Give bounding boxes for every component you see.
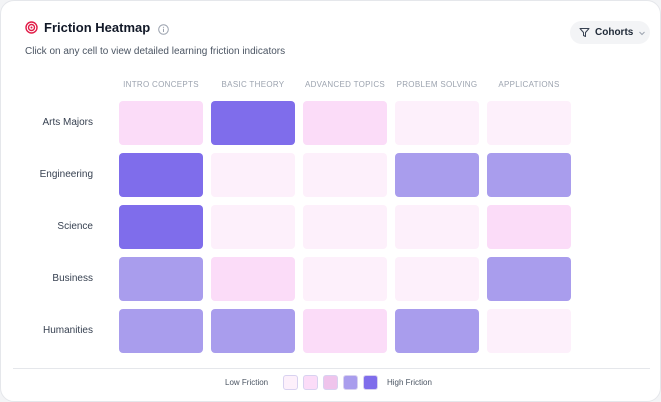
heatmap-cell[interactable]	[395, 257, 479, 301]
legend-swatch	[343, 375, 358, 390]
divider	[13, 368, 650, 369]
column-header: APPLICATIONS	[498, 80, 560, 89]
row-label: Engineering	[39, 169, 93, 180]
heatmap-cell[interactable]	[211, 101, 295, 145]
heatmap-cell[interactable]	[303, 153, 387, 197]
legend-swatch	[363, 375, 378, 390]
heatmap-cell[interactable]	[211, 309, 295, 353]
heatmap-cell[interactable]	[303, 309, 387, 353]
target-icon	[25, 21, 38, 34]
heatmap-cell[interactable]	[211, 153, 295, 197]
heatmap-cell[interactable]	[395, 101, 479, 145]
chevron-down-icon	[638, 29, 646, 37]
column-header: BASIC THEORY	[221, 80, 285, 89]
heatmap-cell[interactable]	[395, 153, 479, 197]
legend-low-label: Low Friction	[225, 378, 269, 387]
cohorts-label: Cohorts	[595, 27, 634, 38]
heatmap-cell[interactable]	[119, 309, 203, 353]
heatmap-cell[interactable]	[119, 205, 203, 249]
heatmap-cell[interactable]	[487, 309, 571, 353]
row-label: Science	[57, 221, 93, 232]
heatmap-cell[interactable]	[395, 205, 479, 249]
heatmap-cell[interactable]	[487, 153, 571, 197]
cohorts-filter-button[interactable]: Cohorts	[570, 21, 650, 44]
row-label: Humanities	[42, 325, 93, 336]
heatmap-cell[interactable]	[303, 205, 387, 249]
heatmap-cell[interactable]	[211, 205, 295, 249]
heatmap-cell[interactable]	[395, 309, 479, 353]
legend-high-label: High Friction	[387, 378, 432, 387]
legend-swatch	[283, 375, 298, 390]
row-label: Arts Majors	[42, 117, 93, 128]
heatmap-cell[interactable]	[119, 101, 203, 145]
column-header: INTRO CONCEPTS	[123, 80, 199, 89]
heatmap-cell[interactable]	[119, 257, 203, 301]
column-header: ADVANCED TOPICS	[304, 80, 386, 89]
legend-swatch	[303, 375, 318, 390]
subtitle: Click on any cell to view detailed learn…	[25, 46, 286, 57]
row-label: Business	[52, 273, 93, 284]
card-header: Friction Heatmap	[25, 20, 169, 35]
filter-icon	[579, 27, 590, 38]
heatmap-cell[interactable]	[303, 257, 387, 301]
page-title: Friction Heatmap	[44, 20, 151, 35]
heatmap-cell[interactable]	[119, 153, 203, 197]
heatmap-cell[interactable]	[211, 257, 295, 301]
info-icon[interactable]	[158, 22, 169, 35]
column-header: PROBLEM SOLVING	[396, 80, 478, 89]
heatmap-cell[interactable]	[487, 257, 571, 301]
heatmap-cell[interactable]	[487, 205, 571, 249]
legend-swatch	[323, 375, 338, 390]
heatmap-cell[interactable]	[487, 101, 571, 145]
heatmap-cell[interactable]	[303, 101, 387, 145]
